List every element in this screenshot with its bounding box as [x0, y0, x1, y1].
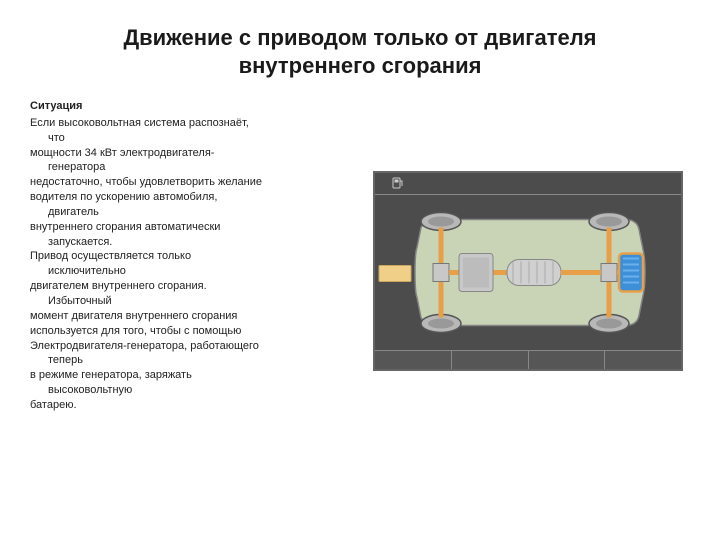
body-line: генератора — [30, 160, 350, 175]
situation-body: Если высоковольтная система распознаёт,ч… — [30, 116, 350, 413]
page-title: Движение с приводом только от двигателя … — [0, 0, 720, 91]
body-line: батарею. — [30, 398, 350, 413]
footer-tab — [452, 351, 529, 369]
body-line: двигатель — [30, 205, 350, 220]
body-line: Электродвигателя-генератора, работающего — [30, 339, 350, 354]
body-line: Привод осуществляется только — [30, 249, 350, 264]
footer-tab — [375, 351, 452, 369]
fuel-pump-icon — [391, 176, 405, 190]
powertrain-diagram — [375, 195, 681, 350]
display-footer-tabs — [375, 350, 681, 369]
body-line: Избыточный — [30, 294, 350, 309]
diagram-column — [366, 99, 690, 413]
engine-block — [459, 254, 493, 292]
content-row: Ситуация Если высоковольтная система рас… — [0, 91, 720, 413]
body-line: двигателем внутреннего сгорания. — [30, 279, 350, 294]
motor-generator — [507, 260, 561, 286]
body-line: высоковольтную — [30, 383, 350, 398]
text-column: Ситуация Если высоковольтная система рас… — [30, 99, 350, 413]
body-line: мощности 34 кВт электродвигателя- — [30, 146, 350, 161]
footer-tab — [529, 351, 606, 369]
engine-label-box — [379, 266, 411, 282]
situation-heading: Ситуация — [30, 99, 350, 114]
display-header — [375, 173, 681, 195]
body-line: внутреннего сгорания автоматически — [30, 220, 350, 235]
body-line: теперь — [30, 353, 350, 368]
body-line: недостаточно, чтобы удовлетворить желани… — [30, 175, 350, 190]
rear-diff — [601, 264, 617, 282]
body-line: запускается. — [30, 235, 350, 250]
vehicle-display — [373, 171, 683, 371]
body-line: исключительно — [30, 264, 350, 279]
body-line: водителя по ускорению автомобиля, — [30, 190, 350, 205]
body-line: используется для того, чтобы с помощью — [30, 324, 350, 339]
body-line: Если высоковольтная система распознаёт, — [30, 116, 350, 131]
front-diff — [433, 264, 449, 282]
body-line: что — [30, 131, 350, 146]
hv-battery — [619, 254, 643, 292]
body-line: в режиме генератора, заряжать — [30, 368, 350, 383]
body-line: момент двигателя внутреннего сгорания — [30, 309, 350, 324]
footer-tab — [605, 351, 681, 369]
